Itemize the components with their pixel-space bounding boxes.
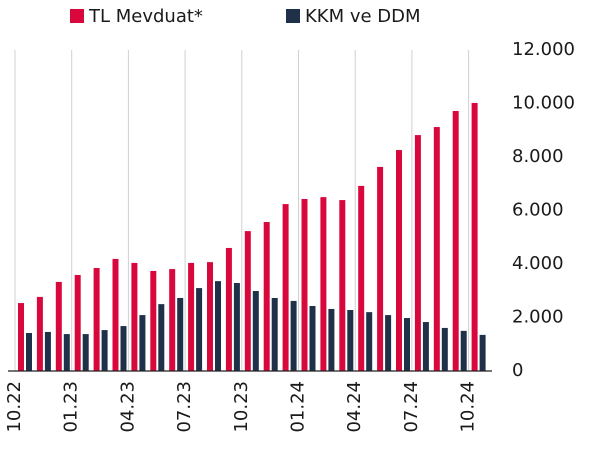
bar <box>74 274 81 371</box>
bar <box>55 281 62 371</box>
bar <box>271 297 278 371</box>
bar <box>36 296 43 371</box>
bar <box>339 200 346 371</box>
bar <box>385 315 392 371</box>
bar <box>225 247 232 371</box>
bar <box>233 282 240 371</box>
x-tick-label: 01.23 <box>61 381 82 433</box>
bar <box>252 291 259 371</box>
bar <box>139 315 146 371</box>
bar <box>101 330 108 371</box>
bar <box>358 185 365 371</box>
bar <box>93 268 100 371</box>
bar <box>188 262 195 371</box>
bar <box>441 327 448 371</box>
bar <box>414 135 421 371</box>
x-tick-label: 01.24 <box>288 381 309 433</box>
x-tick-label: 07.23 <box>174 381 195 433</box>
bar <box>112 258 119 371</box>
bar <box>471 102 478 371</box>
bar <box>433 127 440 371</box>
bar <box>26 333 32 371</box>
legend-swatch <box>70 9 84 23</box>
bar <box>263 222 270 371</box>
legend-label: KKM ve DDM <box>305 6 421 27</box>
bar <box>196 288 203 371</box>
bar <box>177 297 184 371</box>
bar <box>452 110 459 372</box>
bar <box>120 326 127 371</box>
x-tick-label: 10.23 <box>231 381 252 433</box>
bar <box>320 197 327 371</box>
legend-swatch <box>286 9 300 23</box>
x-tick-label: 04.23 <box>117 381 138 433</box>
y-tick-label: 10.000 <box>512 93 575 114</box>
y-tick-label: 12.000 <box>512 39 575 60</box>
bar <box>282 204 289 371</box>
bar <box>82 334 89 371</box>
bar <box>309 305 316 371</box>
bar <box>328 308 335 371</box>
y-tick-label: 2.000 <box>512 307 564 328</box>
bar <box>422 322 429 371</box>
bar <box>131 262 138 371</box>
x-tick-label: 04.24 <box>344 381 365 433</box>
bar <box>396 150 402 371</box>
y-tick-label: 0 <box>512 360 523 381</box>
bar <box>18 303 24 371</box>
bar <box>479 334 486 371</box>
bar <box>460 330 467 371</box>
bar <box>301 198 308 371</box>
bar <box>404 318 410 371</box>
x-tick-label: 10.22 <box>4 381 25 433</box>
bar <box>63 334 70 371</box>
bar <box>377 166 384 371</box>
y-tick-label: 4.000 <box>512 253 564 274</box>
bar <box>44 331 51 371</box>
bar <box>366 312 373 371</box>
x-tick-label: 07.24 <box>401 381 422 433</box>
y-tick-label: 8.000 <box>512 146 564 167</box>
bar <box>207 262 213 371</box>
bar <box>158 304 165 371</box>
bar <box>244 231 251 371</box>
bar <box>215 281 221 371</box>
bar <box>150 270 157 371</box>
bar <box>169 269 176 371</box>
legend-label: TL Mevduat* <box>88 6 203 27</box>
x-tick-label: 10.24 <box>458 381 479 433</box>
bar <box>290 300 297 371</box>
y-tick-label: 6.000 <box>512 200 564 221</box>
bar <box>347 310 354 371</box>
